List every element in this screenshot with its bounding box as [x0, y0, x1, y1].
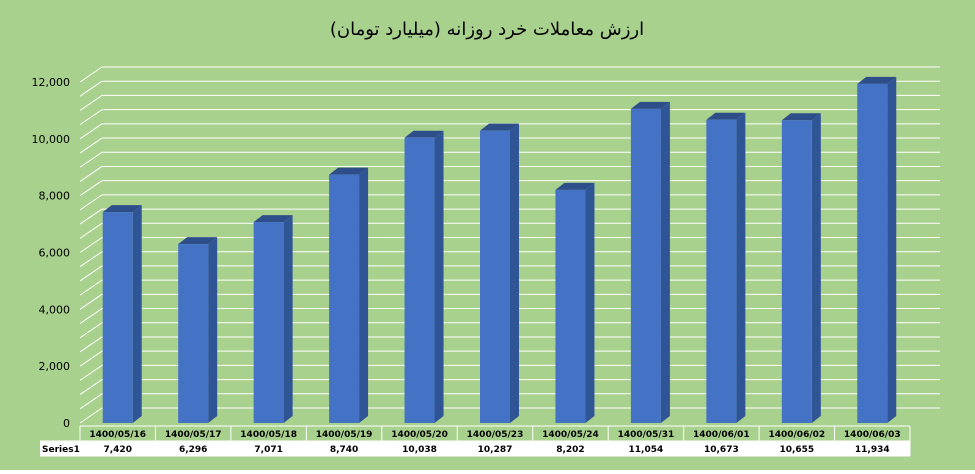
value-label: 8,740	[330, 445, 358, 455]
value-label: 7,071	[254, 445, 282, 455]
grid-line-depth	[79, 251, 103, 268]
grid-line-depth	[79, 407, 103, 424]
grid-line-depth	[79, 222, 103, 239]
grid-line-depth	[79, 336, 103, 353]
grid-line-depth	[79, 137, 103, 154]
grid-line-depth	[79, 180, 103, 197]
grid-line-depth	[79, 123, 103, 140]
grid-line-depth	[79, 393, 103, 410]
bar-side	[132, 205, 142, 423]
bar	[857, 83, 888, 424]
y-tick-label: 10,000	[32, 133, 71, 146]
bar-top	[178, 237, 218, 245]
category-label: 1400/06/03	[844, 430, 901, 440]
category-label: 1400/05/20	[391, 430, 448, 440]
bar	[329, 174, 360, 423]
bar	[480, 130, 510, 424]
bar	[706, 119, 737, 423]
category-label: 1400/05/17	[165, 430, 222, 440]
bar-top	[857, 76, 897, 84]
chart-title: ارزش معاملات خرد روزانه (میلیارد تومان)	[330, 19, 644, 40]
category-label: 1400/05/23	[467, 430, 524, 440]
category-label: 1400/05/16	[89, 430, 146, 440]
value-label: 7,420	[103, 445, 131, 455]
y-tick-label: 12,000	[32, 76, 71, 89]
bar	[555, 189, 586, 423]
value-label: 10,038	[402, 445, 437, 455]
bar-side	[811, 113, 821, 424]
bar	[404, 137, 435, 424]
grid-line-depth	[79, 293, 103, 310]
bar-side	[208, 237, 218, 423]
value-label: 11,934	[855, 445, 890, 455]
grid-line-depth	[79, 95, 103, 111]
bar-top	[706, 112, 746, 120]
bar-top	[555, 182, 595, 190]
series-label: Series1	[42, 445, 80, 455]
grid-line-depth	[79, 208, 103, 225]
value-label: 10,287	[478, 445, 513, 455]
data-table: Series1 1400/05/16 7,420 1400/05/17 6,296 140…	[40, 425, 911, 457]
bar	[178, 244, 209, 423]
bar-top	[404, 130, 444, 138]
grid-line-depth	[79, 194, 103, 211]
bars	[102, 76, 897, 424]
y-tick-label: 0	[63, 417, 70, 430]
category-label: 1400/05/24	[542, 430, 599, 440]
grid-line-depth	[79, 279, 103, 296]
table-value-row	[40, 441, 910, 456]
value-label: 10,655	[779, 445, 814, 455]
bar-top	[480, 123, 519, 131]
grid-line-depth	[79, 109, 103, 126]
grid-line-depth	[79, 364, 103, 381]
y-tick-label: 6,000	[39, 247, 71, 260]
bar-top	[630, 101, 670, 109]
y-tick-label: 4,000	[39, 303, 71, 316]
bar-side	[434, 130, 444, 424]
bar	[253, 222, 284, 423]
grid-line-depth	[79, 80, 103, 97]
grid-line-depth	[79, 308, 103, 324]
bar-top	[781, 113, 821, 121]
bar-side	[736, 112, 746, 423]
grid-line-depth	[79, 66, 103, 83]
bar-top	[253, 215, 293, 223]
grid-line-depth	[79, 265, 103, 282]
bar-side	[510, 123, 519, 424]
grid-line-depth	[79, 151, 103, 168]
value-label: 6,296	[179, 445, 207, 455]
value-label: 11,054	[629, 445, 664, 455]
bar-side	[283, 215, 293, 423]
y-tick-label: 8,000	[39, 190, 71, 203]
y-axis-ticks: 0 2,000 4,000 6,000 8,000 10,000 12,000	[32, 76, 71, 430]
bar-side	[359, 167, 369, 423]
bar-side	[660, 101, 670, 423]
y-tick-label: 2,000	[39, 360, 71, 373]
category-label: 1400/05/19	[316, 430, 373, 440]
grid-line-depth	[79, 379, 103, 395]
category-label: 1400/06/01	[693, 430, 750, 440]
category-label: 1400/06/02	[768, 430, 825, 440]
bar	[102, 212, 133, 423]
value-label: 8,202	[556, 445, 584, 455]
bar-top	[102, 205, 142, 213]
category-label: 1400/05/18	[240, 430, 297, 440]
bar-side	[887, 76, 897, 424]
grid-line-depth	[79, 237, 103, 253]
bar-top	[329, 167, 369, 175]
bar-side	[585, 182, 595, 423]
bar	[630, 108, 661, 423]
grid-line-depth	[79, 322, 103, 339]
value-label: 10,673	[704, 445, 739, 455]
grid-line-depth	[79, 166, 103, 182]
grid-line-depth	[79, 350, 103, 367]
bar	[781, 120, 812, 424]
category-label: 1400/05/31	[618, 430, 675, 440]
